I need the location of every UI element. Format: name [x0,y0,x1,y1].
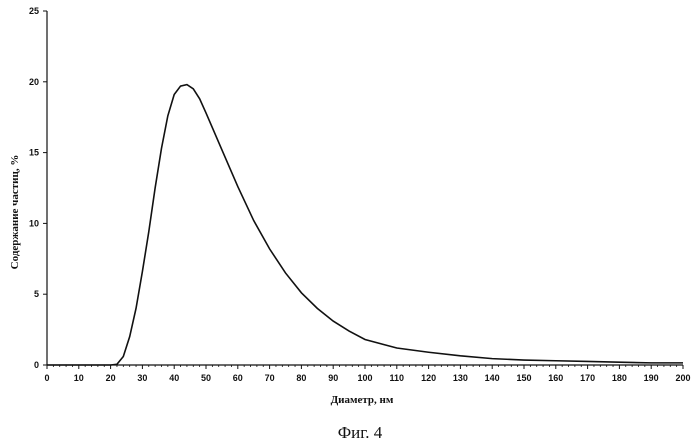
x-tick-label: 120 [421,373,436,383]
x-tick-label: 150 [516,373,531,383]
series-line [47,85,683,365]
x-tick-label: 10 [74,373,84,383]
x-tick-label: 40 [169,373,179,383]
x-tick-label: 0 [44,373,49,383]
x-tick-label: 110 [390,373,405,383]
x-axis-title: Диаметр, нм [331,394,394,406]
x-tick-label: 90 [328,373,338,383]
y-tick-label: 20 [29,77,39,87]
x-tick-label: 80 [296,373,306,383]
x-tick-label: 30 [137,373,147,383]
y-axis-title: Содержание частиц, % [9,155,21,270]
x-tick-label: 140 [485,373,500,383]
x-tick-label: 160 [548,373,563,383]
ticks-layer: 0102030405060708090100110120130140150160… [29,6,691,383]
y-tick-label: 25 [29,6,39,16]
x-tick-label: 60 [233,373,243,383]
x-tick-label: 170 [580,373,595,383]
x-tick-label: 100 [357,373,372,383]
y-tick-label: 15 [29,148,39,158]
y-tick-label: 10 [29,218,39,228]
y-tick-label: 5 [34,289,39,299]
x-tick-label: 130 [453,373,468,383]
x-tick-label: 200 [675,373,690,383]
figure-caption: Фиг. 4 [338,423,383,442]
x-tick-label: 20 [106,373,116,383]
x-tick-label: 50 [201,373,211,383]
x-tick-label: 70 [265,373,275,383]
x-tick-label: 180 [612,373,627,383]
y-tick-label: 0 [34,360,39,370]
x-tick-label: 190 [644,373,659,383]
